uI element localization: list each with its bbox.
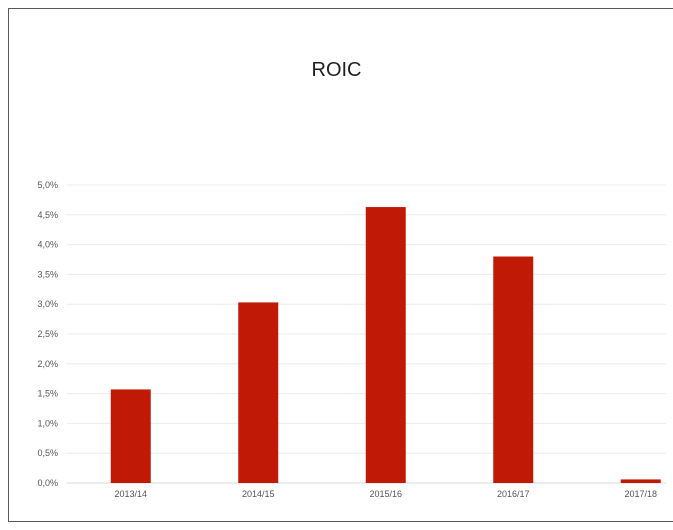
y-tick-label: 4,5% xyxy=(37,210,58,220)
bar-2016-17 xyxy=(493,256,534,483)
y-tick-label: 3,0% xyxy=(37,299,58,309)
bars xyxy=(110,207,661,483)
bar-2014-15 xyxy=(238,302,279,483)
x-tick-label: 2017/18 xyxy=(624,489,657,499)
bar-2017-18 xyxy=(620,479,661,483)
x-axis-ticks: 2013/14 2014/15 2015/16 2016/17 2017/18 xyxy=(114,489,657,499)
y-axis-ticks: 0,0% 0,5% 1,0% 1,5% 2,0% 2,5% 3,0% 3,5% 4,0% 4,5%… xyxy=(37,180,58,488)
y-tick-label: 0,5% xyxy=(37,448,58,458)
y-tick-label: 1,5% xyxy=(37,389,58,399)
x-tick-label: 2014/15 xyxy=(242,489,275,499)
x-tick-label: 2015/16 xyxy=(369,489,402,499)
bar-2015-16 xyxy=(365,207,406,483)
chart-title: ROIC xyxy=(311,59,362,81)
y-tick-label: 4,0% xyxy=(37,240,58,250)
y-tick-label: 1,0% xyxy=(37,418,58,428)
y-tick-label: 0,0% xyxy=(37,478,58,488)
x-tick-label: 2013/14 xyxy=(114,489,147,499)
x-tick-label: 2016/17 xyxy=(497,489,530,499)
y-tick-label: 3,5% xyxy=(37,269,58,279)
y-tick-label: 5,0% xyxy=(37,180,58,190)
y-tick-label: 2,5% xyxy=(37,329,58,339)
bar-2013-14 xyxy=(110,389,151,483)
y-tick-label: 2,0% xyxy=(37,359,58,369)
